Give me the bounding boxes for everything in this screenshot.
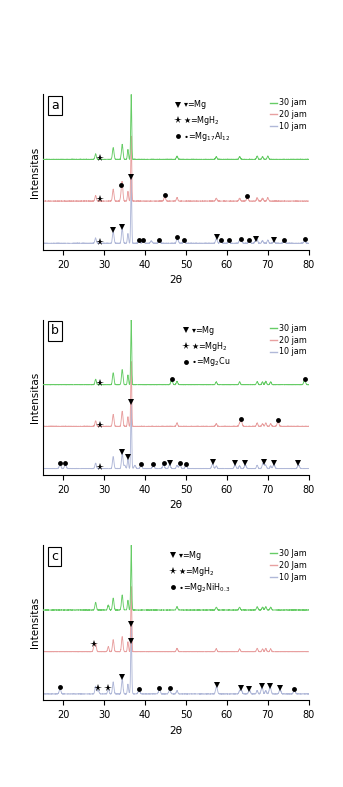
Legend: 30 jam, 20 jam, 10 jam: 30 jam, 20 jam, 10 jam — [270, 98, 307, 131]
X-axis label: 2θ: 2θ — [169, 501, 182, 511]
Y-axis label: Intensitas: Intensitas — [30, 146, 40, 198]
Legend: 30 jam, 20 jam, 10 jam: 30 jam, 20 jam, 10 jam — [270, 323, 307, 357]
Legend: 30 Jam, 20 Jam, 10 Jam: 30 Jam, 20 Jam, 10 Jam — [270, 549, 307, 582]
Y-axis label: Intensitas: Intensitas — [30, 597, 40, 648]
X-axis label: 2θ: 2θ — [169, 726, 182, 736]
Text: b: b — [51, 324, 59, 338]
Text: a: a — [51, 99, 59, 112]
Y-axis label: Intensitas: Intensitas — [30, 371, 40, 423]
X-axis label: 2θ: 2θ — [169, 275, 182, 285]
Text: c: c — [51, 549, 58, 563]
